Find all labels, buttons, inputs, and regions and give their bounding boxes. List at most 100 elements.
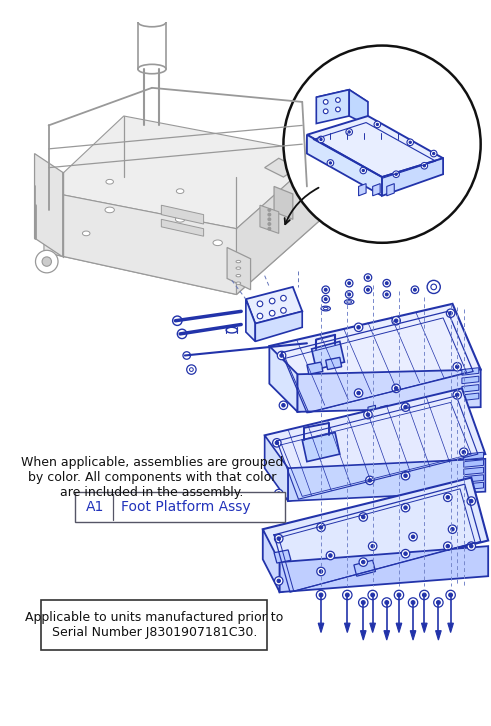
- Circle shape: [268, 218, 271, 221]
- Circle shape: [376, 123, 379, 126]
- Circle shape: [257, 313, 263, 319]
- Polygon shape: [298, 370, 481, 412]
- Circle shape: [177, 329, 187, 338]
- Circle shape: [322, 295, 329, 303]
- Ellipse shape: [176, 189, 184, 193]
- Circle shape: [446, 544, 449, 548]
- Polygon shape: [448, 623, 453, 632]
- Circle shape: [411, 600, 415, 604]
- Circle shape: [270, 311, 275, 316]
- Circle shape: [371, 544, 374, 548]
- Circle shape: [42, 257, 52, 266]
- Circle shape: [409, 533, 417, 541]
- Polygon shape: [349, 90, 368, 126]
- Circle shape: [279, 401, 288, 409]
- Circle shape: [317, 567, 325, 576]
- Polygon shape: [421, 623, 427, 632]
- Circle shape: [404, 405, 407, 409]
- Circle shape: [324, 298, 327, 301]
- Polygon shape: [307, 135, 382, 196]
- Circle shape: [451, 528, 454, 531]
- Circle shape: [404, 506, 407, 510]
- Text: A1: A1: [85, 499, 104, 514]
- Circle shape: [385, 293, 388, 296]
- Circle shape: [316, 590, 326, 600]
- Ellipse shape: [236, 261, 241, 263]
- Circle shape: [361, 560, 365, 564]
- Circle shape: [374, 121, 381, 128]
- Circle shape: [281, 308, 286, 313]
- Circle shape: [268, 223, 271, 225]
- Circle shape: [460, 448, 468, 457]
- Polygon shape: [360, 631, 366, 640]
- Polygon shape: [316, 90, 349, 123]
- Polygon shape: [387, 184, 394, 196]
- Polygon shape: [464, 475, 484, 482]
- Circle shape: [453, 362, 462, 371]
- Polygon shape: [263, 478, 488, 592]
- Polygon shape: [227, 248, 250, 290]
- Circle shape: [274, 534, 283, 543]
- Circle shape: [187, 365, 196, 375]
- Circle shape: [407, 139, 413, 146]
- Circle shape: [404, 552, 407, 555]
- Polygon shape: [270, 346, 298, 412]
- Circle shape: [368, 590, 378, 600]
- Ellipse shape: [236, 274, 241, 277]
- Polygon shape: [392, 405, 400, 417]
- Polygon shape: [255, 311, 302, 341]
- Polygon shape: [436, 631, 441, 640]
- Polygon shape: [345, 623, 350, 632]
- Ellipse shape: [324, 307, 328, 310]
- Polygon shape: [274, 187, 293, 219]
- Circle shape: [409, 141, 411, 144]
- Circle shape: [364, 274, 372, 281]
- Ellipse shape: [236, 282, 241, 285]
- Polygon shape: [326, 357, 342, 370]
- Circle shape: [427, 280, 440, 293]
- Circle shape: [453, 391, 462, 399]
- Polygon shape: [44, 116, 321, 229]
- Ellipse shape: [82, 231, 90, 236]
- Circle shape: [361, 515, 365, 518]
- Ellipse shape: [347, 301, 352, 303]
- Polygon shape: [358, 184, 366, 196]
- Circle shape: [348, 131, 350, 133]
- Circle shape: [443, 542, 452, 550]
- Ellipse shape: [175, 216, 185, 222]
- Circle shape: [274, 576, 283, 585]
- Polygon shape: [44, 191, 237, 295]
- Circle shape: [421, 163, 428, 169]
- Polygon shape: [302, 433, 340, 462]
- Circle shape: [371, 593, 375, 597]
- Circle shape: [357, 326, 360, 329]
- Circle shape: [327, 160, 334, 166]
- Circle shape: [359, 513, 367, 521]
- Circle shape: [273, 439, 281, 447]
- Ellipse shape: [105, 207, 114, 213]
- Circle shape: [282, 404, 285, 407]
- FancyBboxPatch shape: [41, 600, 268, 650]
- Ellipse shape: [236, 267, 241, 269]
- Circle shape: [268, 227, 271, 230]
- Circle shape: [385, 600, 389, 604]
- Circle shape: [355, 389, 363, 397]
- Polygon shape: [396, 623, 402, 632]
- Circle shape: [324, 288, 327, 291]
- Circle shape: [281, 295, 286, 301]
- Circle shape: [409, 597, 418, 607]
- Circle shape: [469, 544, 473, 548]
- Circle shape: [368, 542, 377, 550]
- Polygon shape: [265, 388, 486, 501]
- Circle shape: [183, 351, 191, 359]
- Ellipse shape: [138, 65, 166, 74]
- Polygon shape: [464, 460, 484, 468]
- Circle shape: [401, 403, 410, 412]
- Circle shape: [401, 550, 410, 558]
- Circle shape: [355, 323, 363, 332]
- Polygon shape: [370, 623, 376, 632]
- Circle shape: [328, 554, 332, 558]
- Polygon shape: [162, 219, 204, 236]
- Circle shape: [364, 286, 372, 293]
- Circle shape: [456, 393, 459, 396]
